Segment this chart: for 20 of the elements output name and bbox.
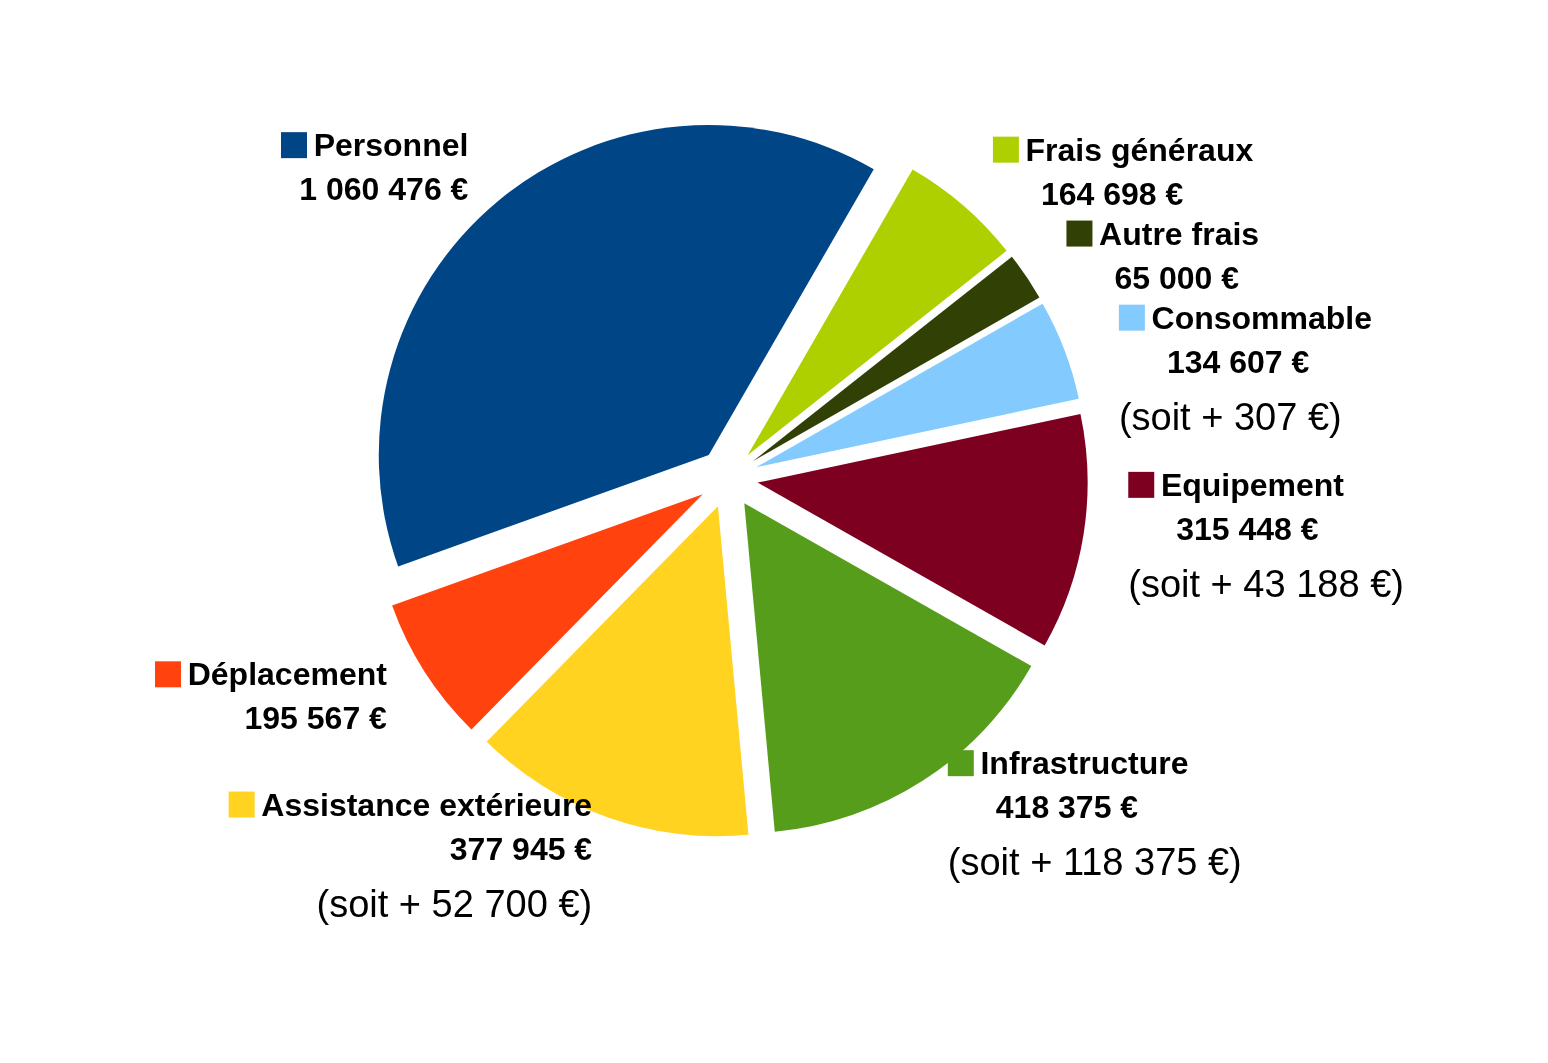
- legend-label: Personnel: [313, 127, 469, 164]
- data-label: 164 698 €: [1040, 175, 1184, 212]
- data-label: 65 000 €: [1114, 259, 1240, 296]
- text: (soit + 52 700 €): [316, 882, 593, 925]
- text: (soit + 118 375 €): [947, 841, 1242, 884]
- legend-label: Infrastructure: [980, 745, 1189, 782]
- data-label: 1 060 476 €: [299, 171, 469, 208]
- data-label: 195 567 €: [244, 700, 388, 737]
- legend-label: Consommable: [1151, 299, 1373, 336]
- data-label: 315 448 €: [1176, 510, 1319, 547]
- legend-label: Autre frais: [1099, 215, 1260, 252]
- data-label: 377 945 €: [449, 830, 593, 867]
- legend-label: Déplacement: [187, 656, 388, 693]
- legend-label: Frais généraux: [1025, 131, 1254, 168]
- legend-label: Equipement: [1160, 466, 1345, 503]
- text: (soit + 307 €): [1118, 395, 1342, 438]
- text: (soit + 43 188 €): [1128, 562, 1404, 605]
- data-label: 134 607 €: [1166, 343, 1310, 380]
- data-label: 418 375 €: [995, 789, 1139, 826]
- legend-label: Assistance extérieure: [261, 786, 593, 823]
